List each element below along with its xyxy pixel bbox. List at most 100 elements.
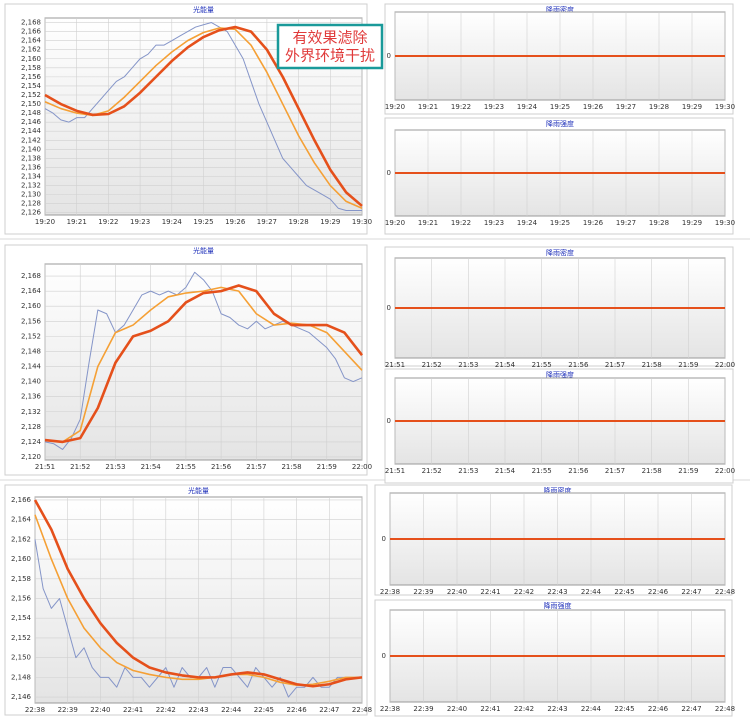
x-tick-label: 22:47 <box>681 588 701 596</box>
x-tick-label: 22:39 <box>58 706 78 714</box>
y-tick-label: 2,120 <box>21 453 41 461</box>
chart-title: 光能量 <box>193 246 214 255</box>
y-tick-label: 2,138 <box>21 154 41 162</box>
x-tick-label: 21:54 <box>141 463 162 471</box>
y-tick-label: 2,144 <box>21 363 42 371</box>
x-tick-label: 21:51 <box>35 463 55 471</box>
x-tick-label: 19:22 <box>451 219 471 227</box>
x-tick-label: 22:46 <box>287 706 308 714</box>
y-tick-label: 2,160 <box>21 55 41 63</box>
chart-title: 降雨强度 <box>546 370 574 379</box>
x-tick-label: 22:44 <box>221 706 242 714</box>
x-tick-label: 22:48 <box>715 588 735 596</box>
x-tick-label: 19:25 <box>550 103 570 111</box>
x-tick-label: 22:42 <box>514 588 534 596</box>
y-tick-label: 0 <box>382 652 386 660</box>
chart-title: 降雨强度 <box>546 119 574 128</box>
x-tick-label: 22:40 <box>90 706 110 714</box>
y-tick-label: 2,148 <box>21 347 41 355</box>
x-tick-label: 19:20 <box>385 103 405 111</box>
x-tick-label: 19:29 <box>682 219 702 227</box>
x-tick-label: 22:45 <box>614 588 634 596</box>
x-tick-label: 21:58 <box>281 463 301 471</box>
x-tick-label: 22:41 <box>123 706 143 714</box>
x-tick-label: 22:44 <box>581 705 602 713</box>
x-tick-label: 21:55 <box>176 463 196 471</box>
x-tick-label: 21:54 <box>495 361 516 369</box>
y-tick-label: 2,132 <box>21 408 41 416</box>
x-tick-label: 21:57 <box>605 361 625 369</box>
x-tick-label: 22:47 <box>681 705 701 713</box>
x-tick-label: 19:24 <box>162 218 183 226</box>
x-tick-label: 19:23 <box>484 103 504 111</box>
x-tick-label: 21:56 <box>568 361 589 369</box>
y-tick-label: 2,152 <box>21 332 41 340</box>
x-tick-label: 19:26 <box>583 219 604 227</box>
x-tick-label: 21:55 <box>532 361 552 369</box>
y-tick-label: 2,168 <box>21 19 41 27</box>
chart-title: 光能量 <box>193 5 214 14</box>
data-line <box>44 22 362 211</box>
data-line <box>44 284 364 444</box>
x-tick-label: 22:39 <box>413 588 433 596</box>
x-tick-label: 22:00 <box>715 467 735 475</box>
y-tick-label: 2,126 <box>21 209 42 217</box>
annotation-text: 有效果滤除 <box>292 29 367 47</box>
data-line <box>33 499 363 688</box>
data-line <box>44 25 363 207</box>
x-tick-label: 19:20 <box>385 219 405 227</box>
x-tick-label: 19:20 <box>35 218 55 226</box>
x-tick-label: 19:28 <box>649 103 669 111</box>
annotation-text: 外界环境干扰 <box>285 47 375 65</box>
x-tick-label: 22:43 <box>188 706 208 714</box>
y-tick-label: 2,124 <box>21 438 42 446</box>
plot-area <box>44 263 363 461</box>
y-tick-label: 2,130 <box>21 191 41 199</box>
x-tick-label: 21:54 <box>495 467 516 475</box>
x-tick-label: 21:56 <box>568 467 589 475</box>
x-tick-label: 22:38 <box>380 588 400 596</box>
y-tick-label: 2,164 <box>21 37 42 45</box>
y-tick-label: 2,142 <box>21 136 41 144</box>
x-tick-label: 22:39 <box>413 705 433 713</box>
y-tick-label: 2,162 <box>11 535 31 543</box>
x-tick-label: 22:45 <box>614 705 634 713</box>
x-tick-label: 21:51 <box>385 361 405 369</box>
y-tick-label: 2,166 <box>11 496 32 504</box>
y-tick-label: 2,156 <box>11 595 32 603</box>
x-tick-label: 22:46 <box>648 588 669 596</box>
x-tick-label: 22:43 <box>547 588 567 596</box>
y-tick-label: 2,136 <box>21 163 42 171</box>
y-tick-label: 2,128 <box>21 200 41 208</box>
y-tick-label: 2,160 <box>21 302 41 310</box>
y-tick-label: 2,148 <box>11 673 31 681</box>
x-tick-label: 22:42 <box>514 705 534 713</box>
x-tick-label: 19:22 <box>451 103 471 111</box>
x-tick-label: 21:58 <box>642 467 662 475</box>
y-tick-label: 0 <box>387 417 391 425</box>
y-tick-label: 2,150 <box>11 654 31 662</box>
x-tick-label: 19:30 <box>715 219 735 227</box>
x-tick-label: 21:53 <box>105 463 125 471</box>
y-tick-label: 0 <box>387 304 391 312</box>
y-tick-label: 2,136 <box>21 393 42 401</box>
x-tick-label: 21:59 <box>678 361 698 369</box>
y-tick-label: 2,146 <box>11 693 32 701</box>
chart-title: 降雨密度 <box>546 248 574 257</box>
y-tick-label: 0 <box>387 169 391 177</box>
y-tick-label: 2,158 <box>11 575 31 583</box>
y-tick-label: 2,128 <box>21 423 41 431</box>
x-tick-label: 19:23 <box>130 218 150 226</box>
y-tick-label: 2,148 <box>21 109 41 117</box>
y-tick-label: 2,162 <box>21 46 41 54</box>
x-tick-label: 21:53 <box>458 467 478 475</box>
x-tick-label: 19:26 <box>583 103 604 111</box>
x-tick-label: 19:29 <box>682 103 702 111</box>
x-tick-label: 19:22 <box>98 218 118 226</box>
x-tick-label: 19:25 <box>550 219 570 227</box>
x-tick-label: 19:27 <box>616 219 636 227</box>
x-tick-label: 19:21 <box>418 219 438 227</box>
x-tick-label: 22:40 <box>447 588 467 596</box>
x-tick-label: 22:43 <box>547 705 567 713</box>
